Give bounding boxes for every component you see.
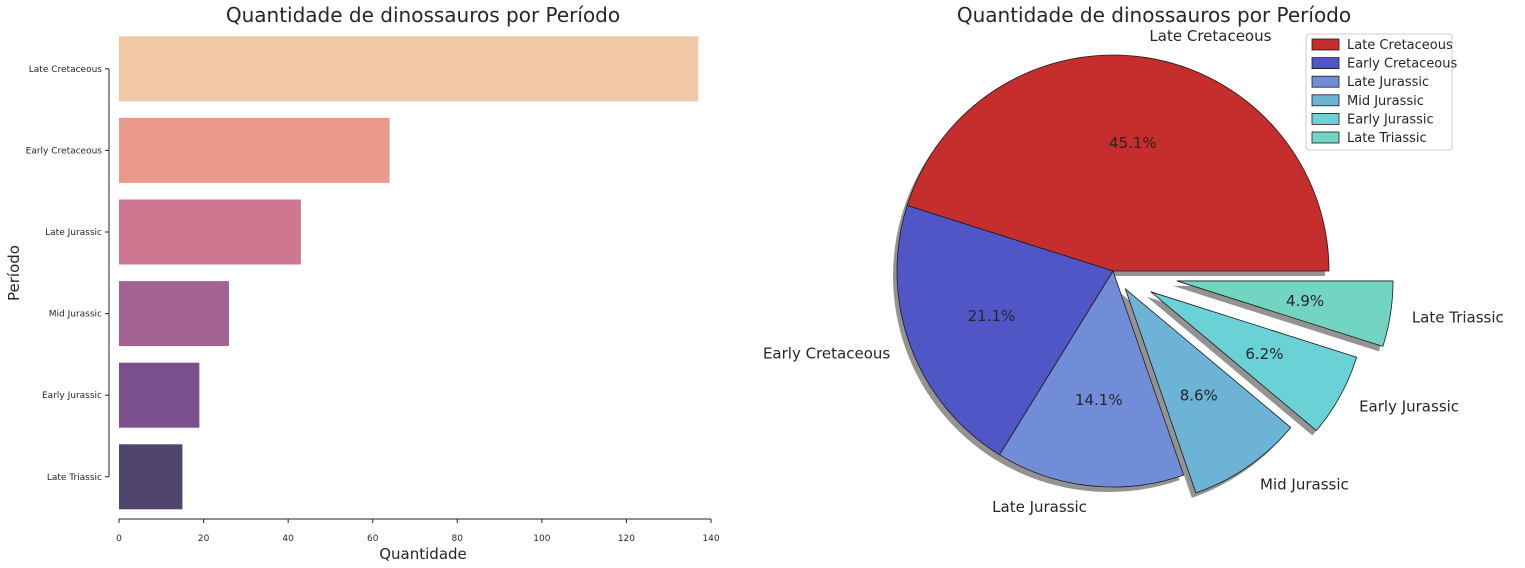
- y-tick-label: Late Cretaceous: [29, 65, 103, 75]
- pie-legend: Late Cretaceous Early Cretaceous Late Jura…: [1305, 33, 1457, 151]
- pie-slice-early-cretaceous: [896, 205, 1114, 456]
- legend-swatch: [1311, 94, 1340, 107]
- bar-chart-title: Quantidade de dinossauros por Período: [226, 3, 620, 27]
- bar-x-ticks: 0 20 40 60 80 100 120 140: [116, 519, 720, 544]
- y-tick-label: Mid Jurassic: [49, 310, 102, 320]
- legend-label: Early Jurassic: [1347, 112, 1434, 127]
- legend-label: Early Cretaceous: [1347, 57, 1457, 72]
- bar-early-cretaceous: [119, 117, 390, 183]
- y-tick-label: Late Triassic: [47, 473, 102, 483]
- bar-late-triassic: [119, 444, 183, 510]
- bar-chart: Quantidade de dinossauros por Período La…: [5, 3, 720, 563]
- pie-percent-label: 21.1%: [968, 307, 1016, 325]
- legend-swatch: [1311, 75, 1340, 88]
- pie-slices: [896, 54, 1394, 494]
- legend-items: Late Cretaceous Early Cretaceous Late Jura…: [1311, 38, 1457, 146]
- legend-label: Late Triassic: [1347, 131, 1427, 146]
- pie-category-label: Late Cretaceous: [1149, 27, 1271, 45]
- pie-slice-late-cretaceous: [906, 54, 1330, 272]
- bar-group: [119, 36, 699, 510]
- pie-labels: 45.1% Late Cretaceous 21.1% Early Cretaceou…: [763, 27, 1504, 516]
- pie-percent-label: 45.1%: [1109, 134, 1157, 152]
- pie-category-label: Late Jurassic: [992, 498, 1087, 516]
- y-tick-label: Early Cretaceous: [26, 146, 103, 156]
- x-tick-label: 40: [282, 534, 294, 544]
- pie-category-label: Late Triassic: [1412, 308, 1504, 326]
- x-tick-label: 120: [618, 534, 635, 544]
- legend-label: Late Jurassic: [1347, 75, 1429, 90]
- x-tick-label: 0: [116, 534, 122, 544]
- legend-label: Mid Jurassic: [1347, 94, 1424, 109]
- legend-swatch: [1311, 131, 1340, 144]
- legend-label: Late Cretaceous: [1347, 38, 1453, 53]
- legend-swatch: [1311, 38, 1340, 51]
- x-tick-label: 140: [702, 534, 719, 544]
- bar-mid-jurassic: [119, 281, 229, 347]
- pie-category-label: Early Jurassic: [1359, 397, 1459, 415]
- pie-percent-label: 8.6%: [1180, 387, 1218, 405]
- legend-frame: [1305, 33, 1453, 151]
- bar-late-cretaceous: [119, 36, 699, 102]
- pie-slice-mid-jurassic: [1124, 288, 1292, 494]
- y-tick-label: Early Jurassic: [42, 391, 102, 401]
- bar-early-jurassic: [119, 362, 200, 428]
- pie-percent-label: 6.2%: [1245, 345, 1283, 363]
- bar-late-jurassic: [119, 199, 301, 265]
- x-tick-label: 20: [198, 534, 210, 544]
- x-tick-label: 60: [367, 534, 379, 544]
- pie-chart-title: Quantidade de dinossauros por Período: [957, 3, 1351, 27]
- pie-percent-label: 14.1%: [1075, 391, 1123, 409]
- pie-percent-label: 4.9%: [1286, 292, 1324, 310]
- pie-slice-early-jurassic: [1150, 291, 1358, 431]
- y-tick-label: Late Jurassic: [45, 228, 102, 238]
- legend-swatch: [1311, 57, 1340, 69]
- x-tick-label: 80: [452, 534, 464, 544]
- pie-category-label: Mid Jurassic: [1260, 475, 1349, 493]
- bar-y-axis-label: Período: [5, 245, 23, 301]
- bar-y-ticks: Late Cretaceous Early Cretaceous Late Jura…: [26, 65, 109, 483]
- pie-category-label: Early Cretaceous: [763, 345, 890, 363]
- bar-x-axis-label: Quantidade: [379, 545, 467, 563]
- legend-swatch: [1311, 113, 1340, 125]
- pie-chart: Quantidade de dinossauros por Período 45…: [763, 3, 1504, 516]
- pie-slice-late-triassic: [1176, 280, 1394, 347]
- x-tick-label: 100: [533, 534, 550, 544]
- pie-slice-late-jurassic: [999, 270, 1185, 488]
